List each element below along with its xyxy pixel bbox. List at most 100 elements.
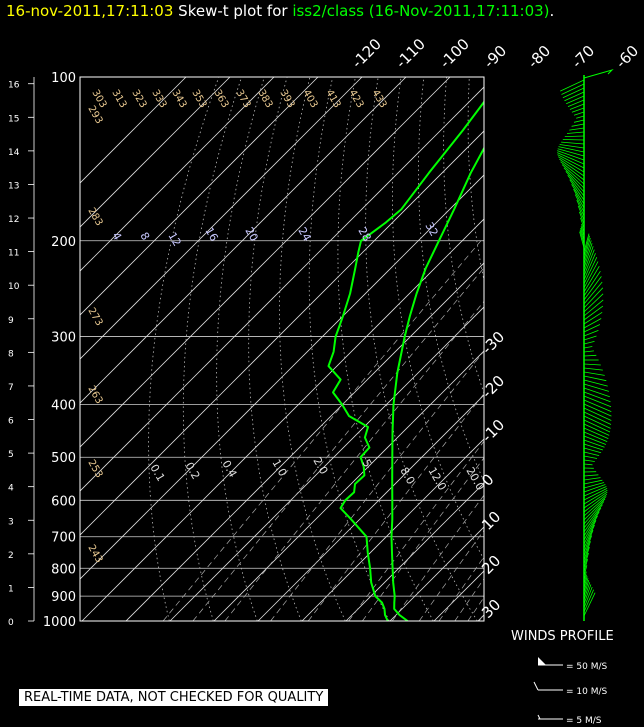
wind-barb [583, 463, 593, 466]
wind-legend-label: = 5 M/S [566, 716, 602, 726]
mixing-ratio-label: 12 [165, 230, 183, 249]
isotherm-line [80, 77, 231, 228]
isotherm-right-label: -20 [478, 372, 508, 402]
pressure-tick-label: 400 [51, 399, 76, 414]
wind-barb [561, 164, 585, 185]
wind-barb [583, 354, 597, 357]
wind-barb [564, 135, 585, 137]
isotherm-top-label: -120 [348, 35, 385, 72]
height-tick-label: 12 [8, 215, 19, 225]
mixing-ratio-line [454, 578, 484, 621]
height-tick-label: 2 [8, 551, 14, 561]
wind-barb [583, 375, 607, 382]
wind-barb [557, 148, 585, 157]
theta-label: 313 [109, 88, 128, 110]
wind-barb [583, 455, 598, 459]
wind-barb [573, 111, 585, 116]
wind-barb [583, 341, 595, 345]
isotherm-line [80, 77, 319, 316]
title-timestamp: 16-nov-2011,17:11:03 [6, 2, 174, 20]
isotherm-right-label: 30 [478, 596, 504, 622]
wind-legend-label: = 50 M/S [566, 662, 608, 672]
wind-barb [583, 395, 612, 408]
wind-barb [583, 431, 608, 442]
wind-barb [561, 141, 585, 145]
wind-barb [559, 144, 585, 149]
mixing-ratio-line [192, 267, 484, 621]
wind-barb [569, 179, 585, 201]
wind-barb [583, 330, 599, 337]
dry-adiabat [492, 77, 644, 621]
isotherm-line [169, 306, 484, 621]
mixing-ratio-line [348, 440, 484, 621]
pressure-tick-label: 700 [51, 531, 76, 546]
wind-barb [583, 515, 598, 541]
theta-label: 433 [369, 88, 388, 110]
dewpoint-trace [327, 100, 484, 621]
pressure-tick-label: 600 [51, 494, 76, 509]
wind-barb [583, 482, 605, 489]
wind-barb [564, 91, 585, 102]
wind-barb [583, 305, 604, 321]
isotherm-right-label: 10 [478, 508, 504, 534]
wind-barb [583, 574, 587, 585]
mixing-ratio-label: 32 [422, 220, 440, 239]
plot-frame [79, 76, 485, 622]
isotherm-line [610, 77, 644, 621]
wind-barb [583, 427, 609, 439]
mixing-ratio-line [478, 613, 484, 621]
mixing-ratio-line [392, 494, 484, 621]
dry-adiabat [629, 77, 644, 621]
wind-barb [583, 299, 604, 317]
height-tick-label: 15 [8, 114, 19, 124]
mixing-ratio-line [418, 529, 484, 621]
wind-legend: = 50 M/S = 10 M/S = 5 M/S [533, 657, 608, 726]
mixing-ratio-label: 20 [242, 225, 260, 244]
wind-barb [583, 498, 606, 521]
pressure-tick-label: 1000 [43, 615, 76, 630]
wind-barb [583, 439, 605, 448]
isotherm-right-label: -10 [478, 416, 508, 446]
height-tick-label: 4 [8, 484, 14, 494]
wind-barb [583, 520, 597, 545]
isotherm-line [566, 77, 644, 621]
wind-barb [583, 530, 594, 553]
chart-title: 16-nov-2011,17:11:03 Skew-t plot for iss… [6, 2, 554, 20]
wind-barb [567, 99, 585, 107]
wind-barb [583, 491, 608, 509]
isotherm-line [213, 350, 484, 621]
wind-barb [563, 167, 585, 189]
wind-barb [583, 311, 603, 325]
wind-barb [558, 146, 585, 153]
mixing-ratio-label: 8.0 [397, 465, 417, 487]
wind-barb [583, 246, 594, 273]
wind-barb [581, 223, 585, 233]
wind-barb [583, 68, 614, 79]
isotherm-top-label: -100 [436, 35, 473, 72]
theta-label: 333 [149, 88, 168, 110]
pressure-tick-label: 900 [51, 590, 76, 605]
wind-barb [583, 579, 590, 597]
wind-barb [583, 447, 602, 454]
disclaimer-banner: REAL-TIME DATA, NOT CHECKED FOR QUALITY [19, 689, 329, 706]
mixing-ratio-label: 20.0 [463, 465, 487, 493]
wind-barb [557, 150, 585, 161]
wind-barb [583, 535, 593, 557]
wind-barb [576, 199, 585, 217]
dry-adiabat [279, 77, 346, 621]
title-period: . [549, 2, 555, 20]
isotherm-line [522, 77, 644, 621]
wind-barb [583, 346, 593, 349]
height-tick-label: 7 [8, 383, 14, 393]
wind-barb [583, 496, 607, 517]
wind-barb [583, 474, 599, 477]
wind-barb [574, 194, 585, 213]
wind-barb [562, 87, 585, 99]
wind-barb [571, 184, 585, 205]
wind-barb [583, 435, 607, 445]
dry-adiabat [216, 77, 265, 621]
isotherm-line [81, 218, 484, 621]
theta-label: 403 [300, 88, 319, 110]
mixing-ratio-label: 28 [355, 225, 373, 244]
